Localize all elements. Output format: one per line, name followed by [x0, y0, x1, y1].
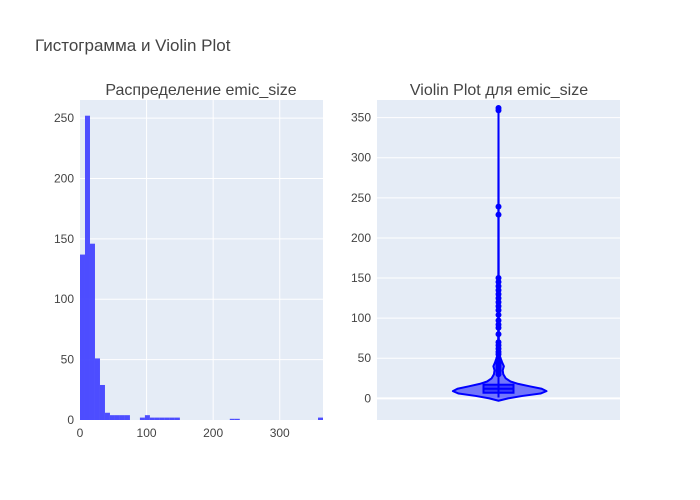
violin-outlier-point [495, 317, 502, 324]
histogram-bar [80, 254, 85, 420]
violin-outlier-point [495, 331, 502, 338]
histogram-x-tick-label: 0 [77, 426, 84, 440]
histogram-bar [109, 415, 115, 420]
violin-y-ticks: 0 50 100 150 200 250 300 350 [351, 111, 371, 406]
figure-title: Гистограмма и Violin Plot [35, 36, 231, 55]
violin-outlier-point [495, 275, 502, 282]
histogram-bar [229, 418, 235, 420]
histogram-y-tick-label: 100 [54, 292, 74, 306]
histogram-bar [119, 415, 125, 420]
histogram-bar [114, 415, 120, 420]
violin-y-tick-label: 50 [358, 351, 372, 365]
violin-outlier-point [495, 211, 502, 218]
violin-title: Violin Plot для emic_size [410, 82, 588, 99]
histogram-x-tick-label: 200 [203, 426, 223, 440]
violin-outlier-point [495, 339, 502, 346]
histogram-title: Распределение emic_size [105, 82, 296, 99]
histogram-x-tick-label: 300 [270, 426, 290, 440]
violin-y-tick-label: 150 [351, 271, 371, 285]
histogram-bar [139, 417, 145, 420]
histogram-y-ticks: 0 50 100 150 200 250 [54, 111, 74, 427]
violin-y-tick-label: 300 [351, 151, 371, 165]
violin-y-tick-label: 100 [351, 311, 371, 325]
histogram-bar [154, 417, 160, 420]
histogram-bar [318, 417, 323, 420]
histogram-y-tick-label: 200 [54, 171, 74, 185]
histogram-grid [80, 100, 323, 420]
histogram-y-tick-label: 150 [54, 232, 74, 246]
histogram-plot-area [80, 100, 323, 420]
violin-outlier-point [495, 105, 502, 112]
histogram-panel: Распределение emic_size 050100150200250 … [54, 82, 323, 440]
histogram-bars [80, 115, 323, 420]
histogram-bar [234, 418, 240, 420]
histogram-bar [159, 417, 165, 420]
histogram-y-tick-label: 0 [67, 413, 74, 427]
histogram-bar [99, 384, 105, 420]
histogram-bar [149, 417, 155, 420]
histogram-bar [89, 243, 95, 420]
histogram-bar [164, 417, 170, 420]
violin-y-tick-label: 250 [351, 191, 371, 205]
histogram-y-tick-label: 50 [61, 353, 75, 367]
histogram-bar [94, 358, 100, 420]
histogram-bar [174, 417, 180, 420]
violin-y-tick-label: 350 [351, 111, 371, 125]
histogram-x-ticks: 0 100 200 300 [77, 426, 290, 440]
histogram-bar [124, 415, 130, 420]
histogram-bar [84, 115, 90, 420]
histogram-bar [104, 412, 110, 420]
violin-outlier-point [495, 203, 502, 210]
histogram-bar [169, 417, 175, 420]
violin-outlier-points [495, 105, 502, 378]
violin-outlier-point [495, 311, 502, 318]
histogram-bar [144, 415, 150, 420]
violin-panel: Violin Plot для emic_size 0 50 100 150 200 25… [351, 82, 620, 420]
violin-y-tick-label: 0 [364, 391, 371, 405]
violin-y-tick-label: 200 [351, 231, 371, 245]
histogram-y-tick-label: 250 [54, 111, 74, 125]
histogram-x-tick-label: 100 [137, 426, 157, 440]
